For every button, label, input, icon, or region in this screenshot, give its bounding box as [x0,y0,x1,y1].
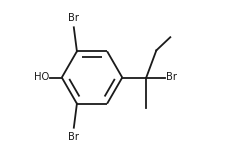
Text: Br: Br [68,132,79,142]
Text: Br: Br [68,13,79,23]
Text: Br: Br [166,73,177,82]
Text: HO: HO [34,73,49,82]
